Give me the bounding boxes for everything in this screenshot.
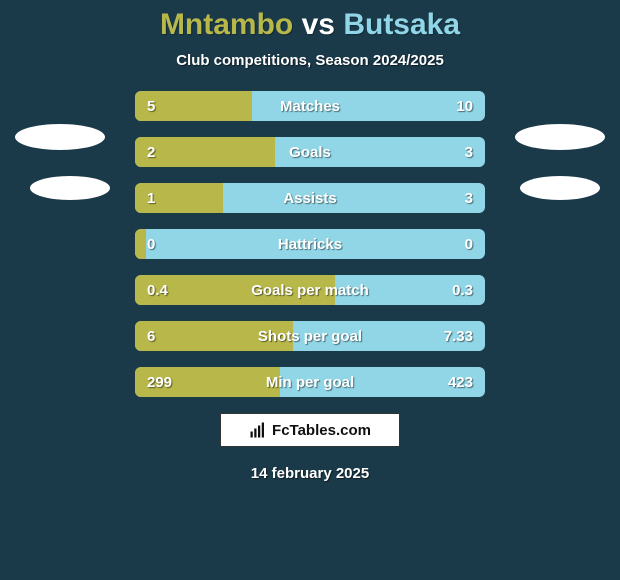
subtitle: Club competitions, Season 2024/2025 [0,52,620,69]
title-left: Mntambo [160,8,293,41]
logo-chart-icon [249,421,267,439]
bar-label: Assists [135,183,485,213]
date: 14 february 2025 [0,465,620,482]
bar-label: Matches [135,91,485,121]
bar-value-right: 3 [465,183,473,213]
bar-row: 0.4Goals per match0.3 [135,275,485,305]
comparison-bars: 5Matches10 2Goals3 1Assists3 0Hattricks0 0.4… [135,91,485,397]
bar-value-right: 10 [456,91,473,121]
logo-text: FcTables.com [272,422,371,439]
bar-value-right: 0 [465,229,473,259]
bar-row: 6Shots per goal7.33 [135,321,485,351]
bar-row: 299Min per goal423 [135,367,485,397]
logo-box[interactable]: FcTables.com [220,413,400,447]
bar-label: Shots per goal [135,321,485,351]
page-title: Mntambo vs Butsaka [0,0,620,42]
title-vs: vs [302,8,335,41]
title-right: Butsaka [343,8,460,41]
bar-label: Goals per match [135,275,485,305]
bar-value-right: 7.33 [444,321,473,351]
bar-label: Min per goal [135,367,485,397]
bar-value-right: 423 [448,367,473,397]
bar-row: 1Assists3 [135,183,485,213]
bar-label: Hattricks [135,229,485,259]
bar-value-right: 0.3 [452,275,473,305]
canvas: Mntambo vs Butsaka Club competitions, Se… [0,0,620,580]
bar-row: 5Matches10 [135,91,485,121]
bar-label: Goals [135,137,485,167]
bar-row: 2Goals3 [135,137,485,167]
bar-row: 0Hattricks0 [135,229,485,259]
bar-value-right: 3 [465,137,473,167]
content: 5Matches10 2Goals3 1Assists3 0Hattricks0 0.4… [0,69,620,482]
